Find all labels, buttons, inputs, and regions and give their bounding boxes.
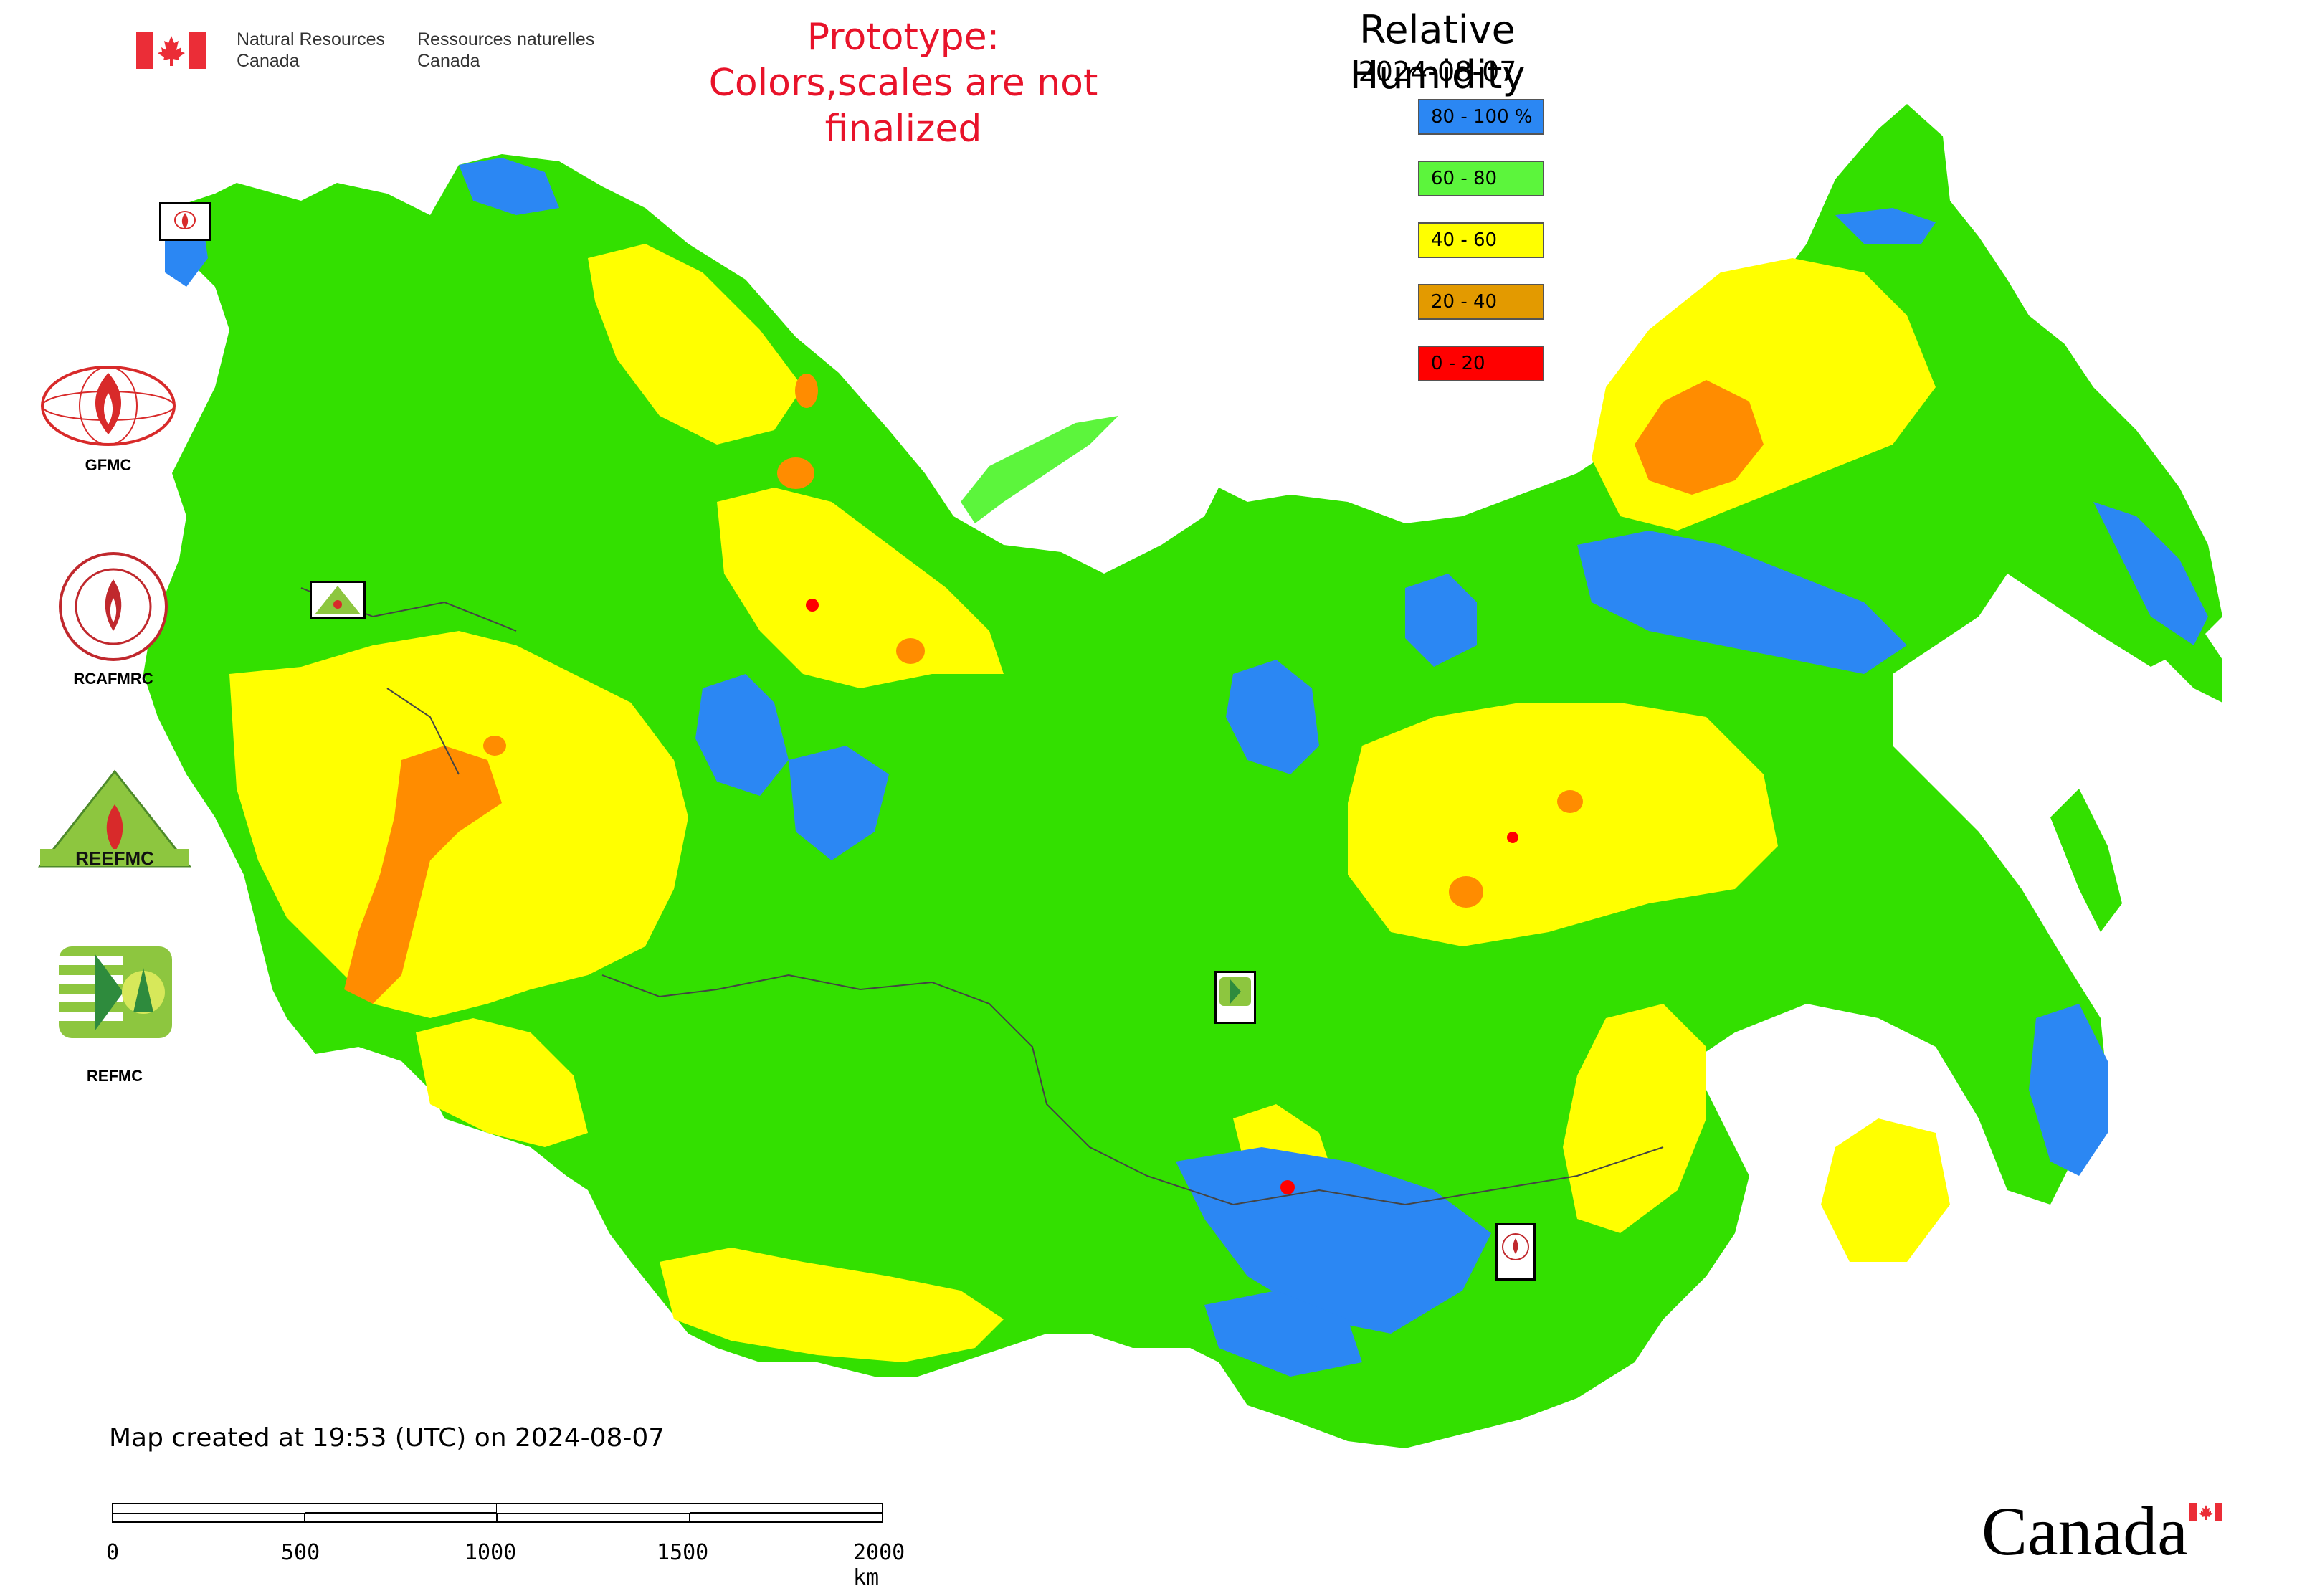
sakhalin <box>2050 789 2122 932</box>
gfmc-marker-icon <box>174 211 196 229</box>
gfmc-map-marker <box>159 202 211 241</box>
refmc-label: REFMC <box>86 1067 143 1085</box>
refmc-emblem-icon <box>59 946 172 1038</box>
agency-en-line1: Natural Resources <box>237 29 386 49</box>
gfmc-label: GFMC <box>85 456 132 474</box>
rh-80-100-zones <box>165 158 2208 1377</box>
refmc-map-marker <box>1214 971 1256 1024</box>
legend-item-60-80: 60 - 80 <box>1418 161 1544 196</box>
agency-fr-line1: Ressources naturelles <box>417 29 595 49</box>
prototype-line1: Prototype: <box>807 16 1000 59</box>
agency-fr-line2: Canada <box>417 51 480 71</box>
legend-item-0-20: 0 - 20 <box>1418 346 1544 381</box>
agency-en-line2: Canada <box>237 51 300 71</box>
prototype-line2: Colors,scales are not finalized <box>708 62 1098 151</box>
map-date: 2024-08-07 <box>1358 56 1517 87</box>
gfmc-logo: GFMC <box>40 364 176 474</box>
reefmc-emblem-icon <box>37 769 192 868</box>
reefmc-label: REEFMC <box>75 847 154 869</box>
legend-label: 80 - 100 % <box>1431 106 1533 128</box>
legend-item-80-100: 80 - 100 % <box>1418 99 1544 135</box>
canada-wordmark: Canada <box>1982 1493 2188 1569</box>
canada-flag-icon <box>136 32 206 69</box>
scale-tick-500: 500 <box>281 1540 320 1565</box>
novaya-zemlya <box>961 416 1118 523</box>
refmc-logo: REFMC <box>59 946 172 1085</box>
reefmc-marker-icon <box>315 586 361 614</box>
legend-label: 40 - 60 <box>1431 229 1498 251</box>
reefmc-logo: REEFMC <box>37 769 192 872</box>
gfmc-emblem-icon <box>41 366 176 446</box>
scale-bar: 0 500 1000 1500 2000 km <box>106 1503 905 1590</box>
legend-label: 20 - 40 <box>1431 291 1498 313</box>
rcafmrc-marker-icon <box>1502 1233 1529 1260</box>
rcafmrc-label: RCAFMRC <box>73 670 153 688</box>
rh-20-40-zones <box>344 374 1764 1004</box>
rh-0-20-zones <box>806 599 1518 1194</box>
map-created-note: Map created at 19:53 (UTC) on 2024-08-07 <box>109 1423 665 1453</box>
legend-item-40-60: 40 - 60 <box>1418 222 1544 258</box>
rcafmrc-logo: RCAFMRC <box>57 551 169 688</box>
canada-wordmark-flag-icon <box>2189 1503 2222 1521</box>
prototype-notice: Prototype: Colors,scales are not finaliz… <box>674 14 1133 152</box>
legend-item-20-40: 20 - 40 <box>1418 284 1544 320</box>
refmc-marker-icon <box>1219 977 1251 1006</box>
map-title: Relative Humidity <box>1349 7 1526 98</box>
scale-tick-0: 0 <box>106 1540 120 1565</box>
scale-tick-1000: 1000 <box>465 1540 517 1565</box>
rcafmrc-map-marker <box>1495 1223 1536 1281</box>
rcafmrc-emblem-icon <box>59 552 168 661</box>
scale-tick-2000: 2000 km <box>853 1540 905 1590</box>
legend-label: 0 - 20 <box>1431 353 1485 374</box>
reefmc-map-marker <box>310 581 366 619</box>
scale-tick-1500: 1500 <box>657 1540 709 1565</box>
scale-bar-graphic <box>112 1503 883 1523</box>
legend-label: 60 - 80 <box>1431 168 1498 189</box>
